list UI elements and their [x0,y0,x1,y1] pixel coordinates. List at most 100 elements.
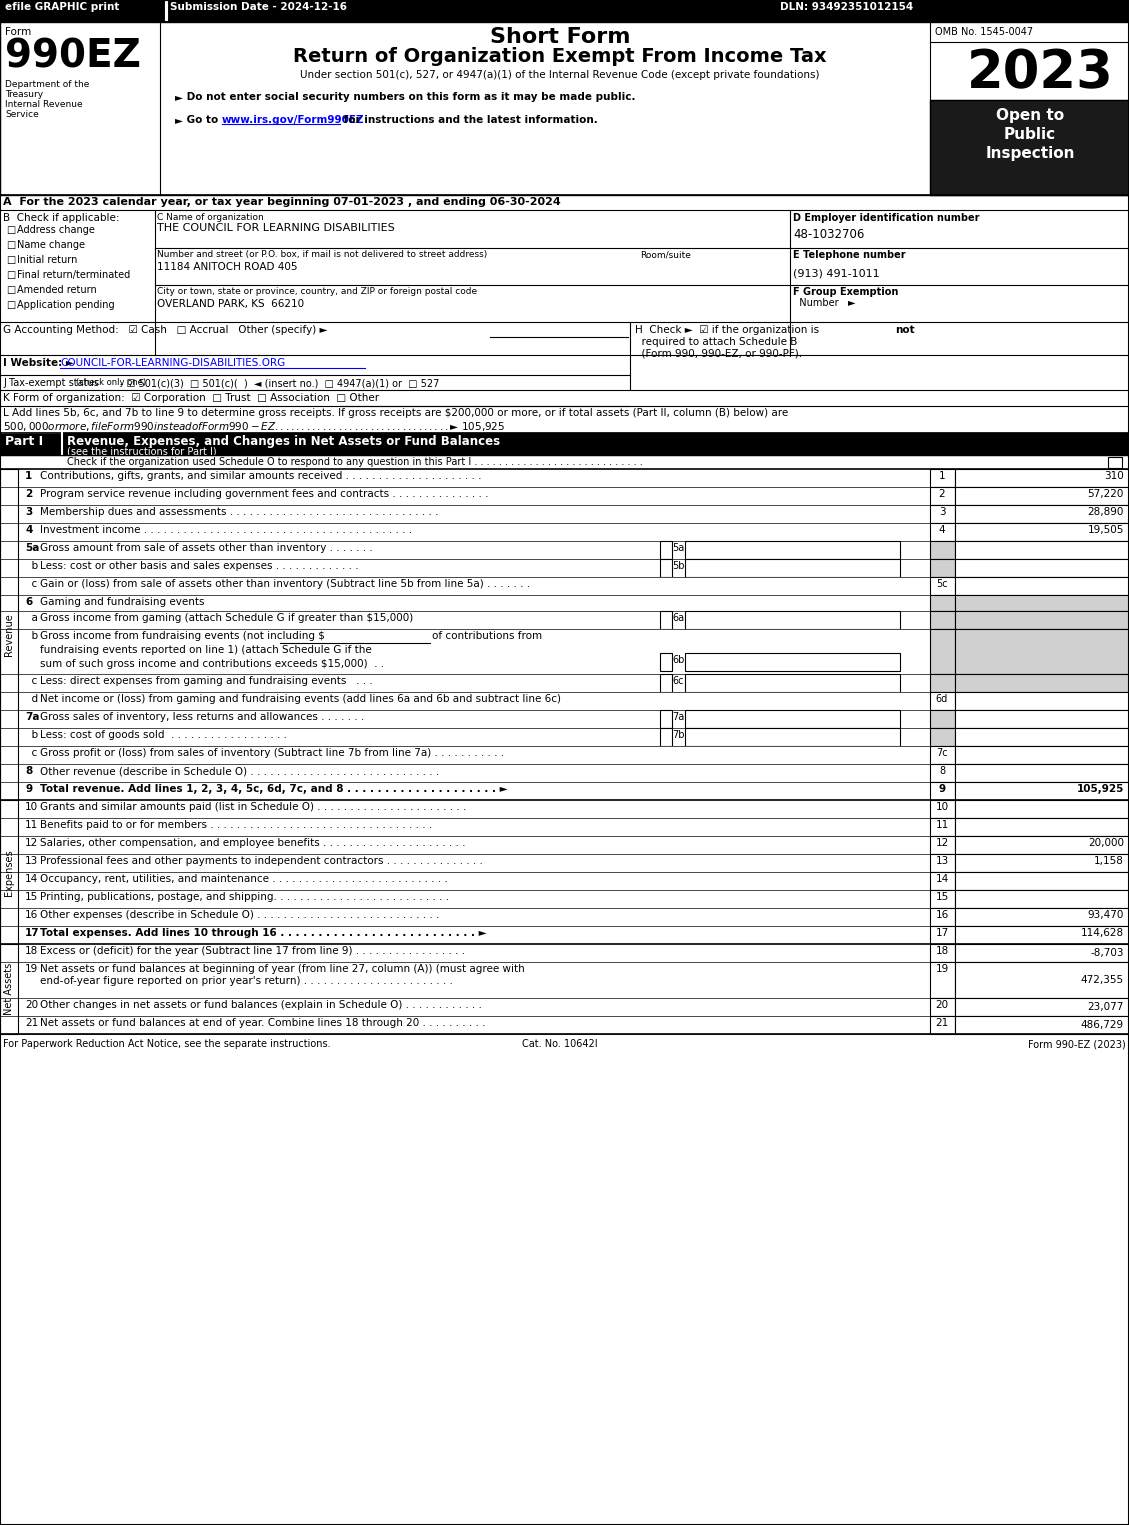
Bar [955,801,1129,819]
Bar [930,101,1129,195]
Text: (Form 990, 990-EZ, or 990-PF).: (Form 990, 990-EZ, or 990-PF). [634,349,802,358]
Bar [660,674,672,692]
Bar [0,729,1129,746]
Text: 14: 14 [935,874,948,884]
Bar [0,854,1129,872]
Bar [0,433,1129,454]
Bar [685,560,900,576]
Text: 472,355: 472,355 [1080,974,1124,985]
Bar [685,729,900,746]
Text: Less: cost of goods sold  . . . . . . . . . . . . . . . . . .: Less: cost of goods sold . . . . . . . .… [40,730,287,740]
Text: 18: 18 [25,946,38,956]
Bar [930,819,955,836]
Text: 5b: 5b [672,561,684,570]
Text: Professional fees and other payments to independent contractors . . . . . . . . : Professional fees and other payments to … [40,856,483,866]
Text: 16: 16 [935,910,948,920]
Text: A  For the 2023 calendar year, or tax year beginning 07-01-2023 , and ending 06-: A For the 2023 calendar year, or tax yea… [3,197,561,207]
Text: Name change: Name change [17,239,85,250]
Text: Public: Public [1004,127,1056,142]
Bar [955,891,1129,909]
Bar [0,891,1129,909]
Bar [955,470,1129,486]
Text: 2: 2 [938,490,945,499]
Text: □: □ [6,239,16,250]
Text: 4: 4 [25,525,33,535]
Text: b: b [25,561,38,570]
Bar [930,576,955,595]
Text: Number and street (or P.O. box, if mail is not delivered to street address): Number and street (or P.O. box, if mail … [157,250,488,259]
Text: D Employer identification number: D Employer identification number [793,214,980,223]
Text: Open to: Open to [996,108,1064,124]
Text: Program service revenue including government fees and contracts . . . . . . . . : Program service revenue including govern… [40,490,489,499]
Bar [955,1016,1129,1034]
Text: c: c [25,580,37,589]
Text: 310: 310 [1104,471,1124,480]
Text: Revenue: Revenue [5,613,14,656]
Text: Room/suite: Room/suite [640,250,691,259]
Text: 18: 18 [935,946,948,956]
Bar [0,819,1129,836]
Bar [0,595,1129,612]
Bar [0,782,1129,801]
Text: Internal Revenue: Internal Revenue [5,101,82,108]
Bar [955,576,1129,595]
Bar [955,944,1129,962]
Bar [930,692,955,711]
Text: 15: 15 [25,892,38,903]
Text: 19: 19 [25,964,38,974]
Text: 15: 15 [935,892,948,903]
Bar [0,576,1129,595]
Text: c: c [25,676,37,686]
Text: 105,925: 105,925 [1077,784,1124,795]
Bar [0,674,1129,692]
Bar [955,630,1129,674]
Text: 8: 8 [939,766,945,776]
Bar [955,674,1129,692]
Text: -8,703: -8,703 [1091,949,1124,958]
Text: Salaries, other compensation, and employee benefits . . . . . . . . . . . . . . : Salaries, other compensation, and employ… [40,839,465,848]
Bar [955,560,1129,576]
Bar [955,612,1129,630]
Text: www.irs.gov/Form990EZ: www.irs.gov/Form990EZ [222,114,365,125]
Text: 2023: 2023 [966,47,1113,99]
Text: Check if the organization used Schedule O to respond to any question in this Par: Check if the organization used Schedule … [67,458,642,467]
Text: ►: ► [175,92,183,102]
Bar [955,523,1129,541]
Bar [0,21,1129,195]
Bar [930,836,955,854]
Text: Other expenses (describe in Schedule O) . . . . . . . . . . . . . . . . . . . . : Other expenses (describe in Schedule O) … [40,910,439,920]
Bar [955,486,1129,505]
Text: L Add lines 5b, 6c, and 7b to line 9 to determine gross receipts. If gross recei: L Add lines 5b, 6c, and 7b to line 9 to … [3,409,788,418]
Bar [930,729,955,746]
Text: 7c: 7c [936,749,948,758]
Text: 13: 13 [25,856,38,866]
Text: 48-1032706: 48-1032706 [793,229,865,241]
Text: Final return/terminated: Final return/terminated [17,270,130,281]
Text: 12: 12 [935,839,948,848]
Text: a: a [25,613,38,624]
Text: Gaming and fundraising events: Gaming and fundraising events [40,596,204,607]
Bar [955,926,1129,944]
Text: 1: 1 [938,471,945,480]
Bar [930,470,955,486]
Bar [0,0,1129,21]
Text: required to attach Schedule B: required to attach Schedule B [634,337,797,348]
Bar [0,801,18,944]
Bar [930,595,955,612]
Bar [0,505,1129,523]
Text: 990EZ: 990EZ [5,38,141,76]
Bar [0,999,1129,1016]
Bar [955,595,1129,612]
Bar [930,612,955,630]
Bar [0,0,1129,21]
Bar [930,944,955,962]
Text: 7a: 7a [672,712,684,723]
Text: 6c: 6c [672,676,683,686]
Bar [0,801,1129,819]
Text: efile GRAPHIC print: efile GRAPHIC print [5,2,120,12]
Text: 5c: 5c [936,580,948,589]
Text: Net assets or fund balances at beginning of year (from line 27, column (A)) (mus: Net assets or fund balances at beginning… [40,964,525,974]
Text: H  Check ►  ☑ if the organization is: H Check ► ☑ if the organization is [634,325,822,336]
Text: - ☑ 501(c)(3)  □ 501(c)(  )  ◄ (insert no.)  □ 4947(a)(1) or  □ 527: - ☑ 501(c)(3) □ 501(c)( ) ◄ (insert no.)… [120,378,439,387]
Text: OMB No. 1545-0047: OMB No. 1545-0047 [935,27,1033,37]
